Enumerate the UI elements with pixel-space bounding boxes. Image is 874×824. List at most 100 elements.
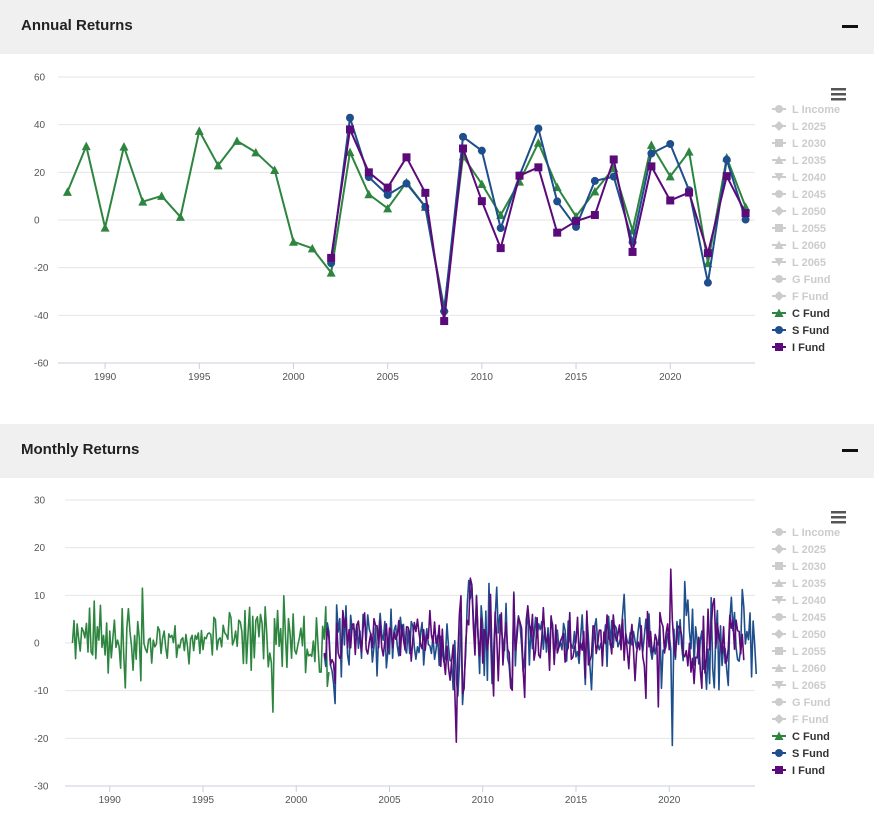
legend-item-l-2060[interactable]: L 2060 bbox=[772, 663, 826, 675]
data-point-c-fund[interactable] bbox=[345, 147, 355, 157]
data-point-i-fund[interactable] bbox=[459, 144, 468, 153]
data-point-i-fund[interactable] bbox=[572, 217, 581, 226]
legend-symbol-l-2055[interactable] bbox=[775, 224, 783, 232]
monthly-collapse-button[interactable] bbox=[842, 442, 858, 458]
data-point-i-fund[interactable] bbox=[496, 244, 505, 253]
data-point-i-fund[interactable] bbox=[327, 253, 336, 262]
data-point-c-fund[interactable] bbox=[194, 126, 204, 135]
legend-symbol-l-2060[interactable] bbox=[774, 240, 784, 250]
legend-item-l-2045[interactable]: L 2045 bbox=[772, 189, 826, 201]
data-point-i-fund[interactable] bbox=[515, 171, 524, 180]
legend-symbol-l-2035[interactable] bbox=[774, 155, 784, 165]
legend-symbol-l-2025[interactable] bbox=[774, 121, 784, 131]
data-point-i-fund[interactable] bbox=[628, 247, 637, 256]
legend-item-s-fund[interactable]: S Fund bbox=[772, 325, 829, 337]
legend-item-l-2030[interactable]: L 2030 bbox=[772, 138, 826, 150]
data-point-c-fund[interactable] bbox=[383, 203, 393, 213]
data-point-i-fund[interactable] bbox=[345, 125, 354, 134]
legend-item-c-fund[interactable]: C Fund bbox=[772, 731, 830, 743]
data-point-c-fund[interactable] bbox=[665, 171, 675, 181]
legend-item-i-fund[interactable]: I Fund bbox=[772, 765, 825, 777]
data-point-s-fund[interactable] bbox=[722, 155, 731, 164]
data-point-i-fund[interactable] bbox=[534, 163, 543, 172]
data-point-i-fund[interactable] bbox=[685, 188, 694, 197]
data-point-c-fund[interactable] bbox=[326, 268, 336, 277]
series-c-fund[interactable] bbox=[71, 587, 330, 713]
chart-menu-icon[interactable] bbox=[831, 88, 846, 101]
data-point-i-fund[interactable] bbox=[703, 249, 712, 258]
legend-item-l-income[interactable]: L Income bbox=[772, 527, 840, 539]
chart-menu-icon[interactable] bbox=[831, 511, 846, 524]
legend-symbol-l-2055[interactable] bbox=[775, 647, 783, 655]
legend-symbol-f-fund[interactable] bbox=[774, 291, 784, 301]
data-point-i-fund[interactable] bbox=[741, 209, 750, 218]
series-s-fund[interactable] bbox=[323, 579, 758, 747]
data-point-c-fund[interactable] bbox=[232, 136, 242, 145]
legend-item-l-2035[interactable]: L 2035 bbox=[772, 578, 826, 590]
data-point-s-fund[interactable] bbox=[345, 113, 354, 122]
data-point-i-fund[interactable] bbox=[553, 228, 562, 237]
data-point-c-fund[interactable] bbox=[533, 138, 543, 147]
data-point-i-fund[interactable] bbox=[477, 197, 486, 206]
data-point-c-fund[interactable] bbox=[157, 191, 167, 200]
data-point-i-fund[interactable] bbox=[383, 183, 392, 192]
data-point-i-fund[interactable] bbox=[647, 162, 656, 171]
data-point-s-fund[interactable] bbox=[590, 176, 599, 185]
legend-symbol-f-fund[interactable] bbox=[774, 714, 784, 724]
legend-item-l-2040[interactable]: L 2040 bbox=[772, 595, 826, 607]
data-point-c-fund[interactable] bbox=[590, 186, 600, 196]
legend-item-l-2055[interactable]: L 2055 bbox=[772, 223, 826, 235]
data-point-s-fund[interactable] bbox=[647, 149, 656, 158]
legend-item-l-2025[interactable]: L 2025 bbox=[772, 121, 826, 133]
series-line-c-fund[interactable] bbox=[71, 587, 330, 713]
legend-item-s-fund[interactable]: S Fund bbox=[772, 748, 829, 760]
data-point-c-fund[interactable] bbox=[213, 160, 223, 170]
data-point-c-fund[interactable] bbox=[119, 142, 129, 151]
legend-item-g-fund[interactable]: G Fund bbox=[772, 697, 831, 709]
legend-item-l-2065[interactable]: L 2065 bbox=[772, 680, 826, 692]
legend-symbol-g-fund[interactable] bbox=[775, 275, 783, 283]
data-point-i-fund[interactable] bbox=[364, 168, 373, 177]
data-point-c-fund[interactable] bbox=[364, 189, 374, 199]
data-point-c-fund[interactable] bbox=[646, 140, 656, 149]
data-point-s-fund[interactable] bbox=[496, 224, 505, 233]
data-point-c-fund[interactable] bbox=[100, 223, 110, 232]
legend-item-l-2040[interactable]: L 2040 bbox=[772, 172, 826, 184]
legend-symbol-c-fund[interactable] bbox=[774, 731, 784, 741]
data-point-c-fund[interactable] bbox=[307, 243, 317, 253]
legend-symbol-l-2050[interactable] bbox=[774, 206, 784, 216]
legend-symbol-l-2065[interactable] bbox=[774, 258, 784, 267]
data-point-c-fund[interactable] bbox=[81, 141, 91, 151]
legend-item-l-2055[interactable]: L 2055 bbox=[772, 646, 826, 658]
legend-item-g-fund[interactable]: G Fund bbox=[772, 274, 831, 286]
legend-symbol-l-2025[interactable] bbox=[774, 544, 784, 554]
data-point-i-fund[interactable] bbox=[609, 155, 618, 164]
data-point-s-fund[interactable] bbox=[402, 179, 411, 188]
legend-symbol-l-2035[interactable] bbox=[774, 578, 784, 588]
legend-item-l-2045[interactable]: L 2045 bbox=[772, 612, 826, 624]
data-point-i-fund[interactable] bbox=[722, 172, 731, 181]
legend-symbol-g-fund[interactable] bbox=[775, 698, 783, 706]
data-point-s-fund[interactable] bbox=[477, 146, 486, 155]
data-point-c-fund[interactable] bbox=[288, 237, 298, 246]
legend-symbol-l-2045[interactable] bbox=[775, 613, 783, 621]
legend-symbol-s-fund[interactable] bbox=[775, 749, 783, 757]
data-point-c-fund[interactable] bbox=[62, 187, 72, 196]
data-point-c-fund[interactable] bbox=[684, 147, 694, 156]
data-point-c-fund[interactable] bbox=[270, 165, 280, 174]
legend-item-l-2050[interactable]: L 2050 bbox=[772, 206, 826, 218]
legend-symbol-l-income[interactable] bbox=[775, 105, 783, 113]
data-point-c-fund[interactable] bbox=[175, 212, 185, 221]
data-point-c-fund[interactable] bbox=[477, 179, 487, 189]
series-line-s-fund[interactable] bbox=[323, 579, 758, 747]
legend-symbol-l-2040[interactable] bbox=[774, 173, 784, 182]
series-i-fund[interactable] bbox=[327, 125, 750, 326]
series-i-fund[interactable] bbox=[323, 568, 745, 743]
series-line-s-fund[interactable] bbox=[330, 116, 747, 313]
data-point-c-fund[interactable] bbox=[138, 197, 148, 206]
legend-item-l-2060[interactable]: L 2060 bbox=[772, 240, 826, 252]
legend-item-f-fund[interactable]: F Fund bbox=[772, 291, 829, 303]
legend-symbol-s-fund[interactable] bbox=[775, 326, 783, 334]
legend-symbol-l-2050[interactable] bbox=[774, 629, 784, 639]
data-point-s-fund[interactable] bbox=[383, 190, 392, 199]
